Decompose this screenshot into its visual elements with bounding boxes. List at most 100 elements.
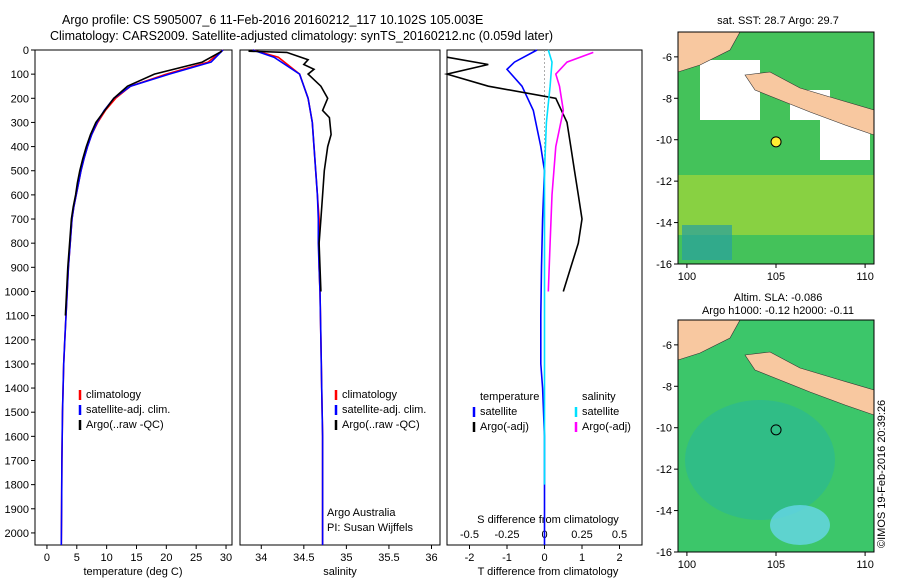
depth-tick-label: 1300	[5, 359, 29, 371]
argo-float-marker	[770, 136, 782, 148]
legend-label: satellite-adj. clim.	[342, 404, 426, 416]
top-tick-label: 0.5	[612, 529, 627, 541]
map-lat-label: -6	[662, 340, 672, 352]
map-lat-label: -10	[656, 423, 672, 435]
depth-tick-label: 0	[23, 45, 29, 57]
series-line-argo	[248, 50, 332, 292]
sla-map	[677, 319, 875, 553]
difference-xlabel-top: S difference from climatology	[477, 514, 619, 526]
depth-tick-label: 1700	[5, 455, 29, 467]
x-tick-label: 0	[44, 552, 50, 564]
map-lat-label: -14	[656, 218, 672, 230]
credit-pi: PI: Susan Wijffels	[327, 522, 413, 534]
argo-float-marker	[770, 424, 782, 436]
salinity-xlabel: salinity	[323, 566, 357, 578]
depth-tick-label: 1800	[5, 480, 29, 492]
map-lat-label: -8	[662, 381, 672, 393]
map-lat-label: -10	[656, 135, 672, 147]
x-tick-label: 10	[101, 552, 113, 564]
credit-agency: Argo Australia	[327, 507, 396, 519]
x-tick-label: 34	[255, 552, 267, 564]
map-lat-label: -12	[656, 464, 672, 476]
x-tick-label: 0	[541, 552, 547, 564]
x-tick-label: 15	[130, 552, 142, 564]
salinity-panel-frame	[239, 49, 441, 546]
main-subtitle: Climatology: CARS2009. Satellite-adjuste…	[50, 29, 554, 43]
depth-tick-label: 1200	[5, 335, 29, 347]
map-lon-label: 105	[767, 271, 785, 283]
temperature-panel-frame	[34, 49, 233, 546]
legend-label: climatology	[342, 389, 398, 401]
map-lat-label: -14	[656, 506, 672, 518]
map-lat-label: -12	[656, 176, 672, 188]
depth-tick-label: 1100	[5, 311, 29, 323]
legend-label: satellite	[582, 406, 619, 418]
top-tick-label: -0.5	[460, 529, 479, 541]
sla-map-low-anomaly	[685, 400, 835, 520]
series-line-satellite	[252, 49, 324, 545]
depth-tick-label: 800	[11, 238, 29, 250]
series-line-satellite	[60, 49, 224, 546]
legend-label: satellite-adj. clim.	[86, 404, 170, 416]
temp-argo-line	[443, 56, 583, 292]
sla-map-title: Altim. SLA: -0.086	[733, 292, 823, 304]
sst-map-title: sat. SST: 28.7 Argo: 29.7	[717, 15, 839, 27]
depth-tick-label: 2000	[5, 528, 29, 540]
sst-map-cloud-gap	[700, 60, 760, 120]
legend-label: Argo(..raw -QC)	[342, 419, 420, 431]
x-tick-label: 1	[579, 552, 585, 564]
depth-tick-label: 300	[11, 117, 29, 129]
depth-tick-label: 600	[11, 190, 29, 202]
legend-label: climatology	[86, 389, 142, 401]
x-tick-label: 35.5	[378, 552, 399, 564]
x-tick-label: 2	[616, 552, 622, 564]
legend-label: Argo(-adj)	[480, 421, 529, 433]
x-tick-label: 36	[425, 552, 437, 564]
sla-map-subtitle: Argo h1000: -0.12 h2000: -0.11	[701, 305, 855, 317]
map-lat-label: -16	[656, 547, 672, 559]
map-lon-label: 100	[678, 559, 696, 571]
x-tick-label: -1	[502, 552, 512, 564]
main-title: Argo profile: CS 5905007_6 11-Feb-2016 2…	[62, 13, 484, 27]
sal-argo-line	[547, 51, 594, 292]
depth-tick-label: 200	[11, 93, 29, 105]
x-tick-label: 25	[190, 552, 202, 564]
depth-tick-label: 1000	[5, 286, 29, 298]
map-lat-label: -6	[662, 52, 672, 64]
depth-tick-label: 700	[11, 214, 29, 226]
map-lat-label: -8	[662, 93, 672, 105]
depth-tick-label: 1400	[5, 383, 29, 395]
map-lon-label: 105	[767, 559, 785, 571]
map-lon-label: 110	[856, 559, 874, 571]
x-tick-label: 34.5	[293, 552, 314, 564]
temp-satellite-line	[505, 49, 546, 545]
legend-header: salinity	[582, 391, 616, 403]
difference-xlabel: T difference from climatology	[478, 566, 619, 578]
depth-tick-label: 1900	[5, 504, 29, 516]
sal-satellite-line	[543, 49, 553, 485]
legend-header: temperature	[480, 391, 539, 403]
x-tick-label: 5	[74, 552, 80, 564]
depth-tick-label: 1500	[5, 407, 29, 419]
x-tick-label: 35	[340, 552, 352, 564]
series-line-argo	[64, 50, 223, 316]
top-tick-label: -0.25	[494, 529, 519, 541]
depth-tick-label: 100	[11, 69, 29, 81]
x-tick-label: -2	[465, 552, 475, 564]
depth-tick-label: 900	[11, 262, 29, 274]
x-tick-label: 30	[220, 552, 232, 564]
map-lat-label: -16	[656, 259, 672, 271]
legend-label: satellite	[480, 406, 517, 418]
sst-map-cool-patch	[682, 225, 732, 260]
series-line-climatology	[60, 49, 224, 546]
map-lon-label: 100	[678, 271, 696, 283]
depth-tick-label: 1600	[5, 431, 29, 443]
sla-map-low-anomaly	[770, 505, 830, 545]
map-lon-label: 110	[856, 271, 874, 283]
x-tick-label: 20	[160, 552, 172, 564]
top-tick-label: 0.25	[571, 529, 592, 541]
sst-map	[677, 31, 875, 265]
legend-label: Argo(..raw -QC)	[86, 419, 164, 431]
depth-tick-label: 400	[11, 142, 29, 154]
